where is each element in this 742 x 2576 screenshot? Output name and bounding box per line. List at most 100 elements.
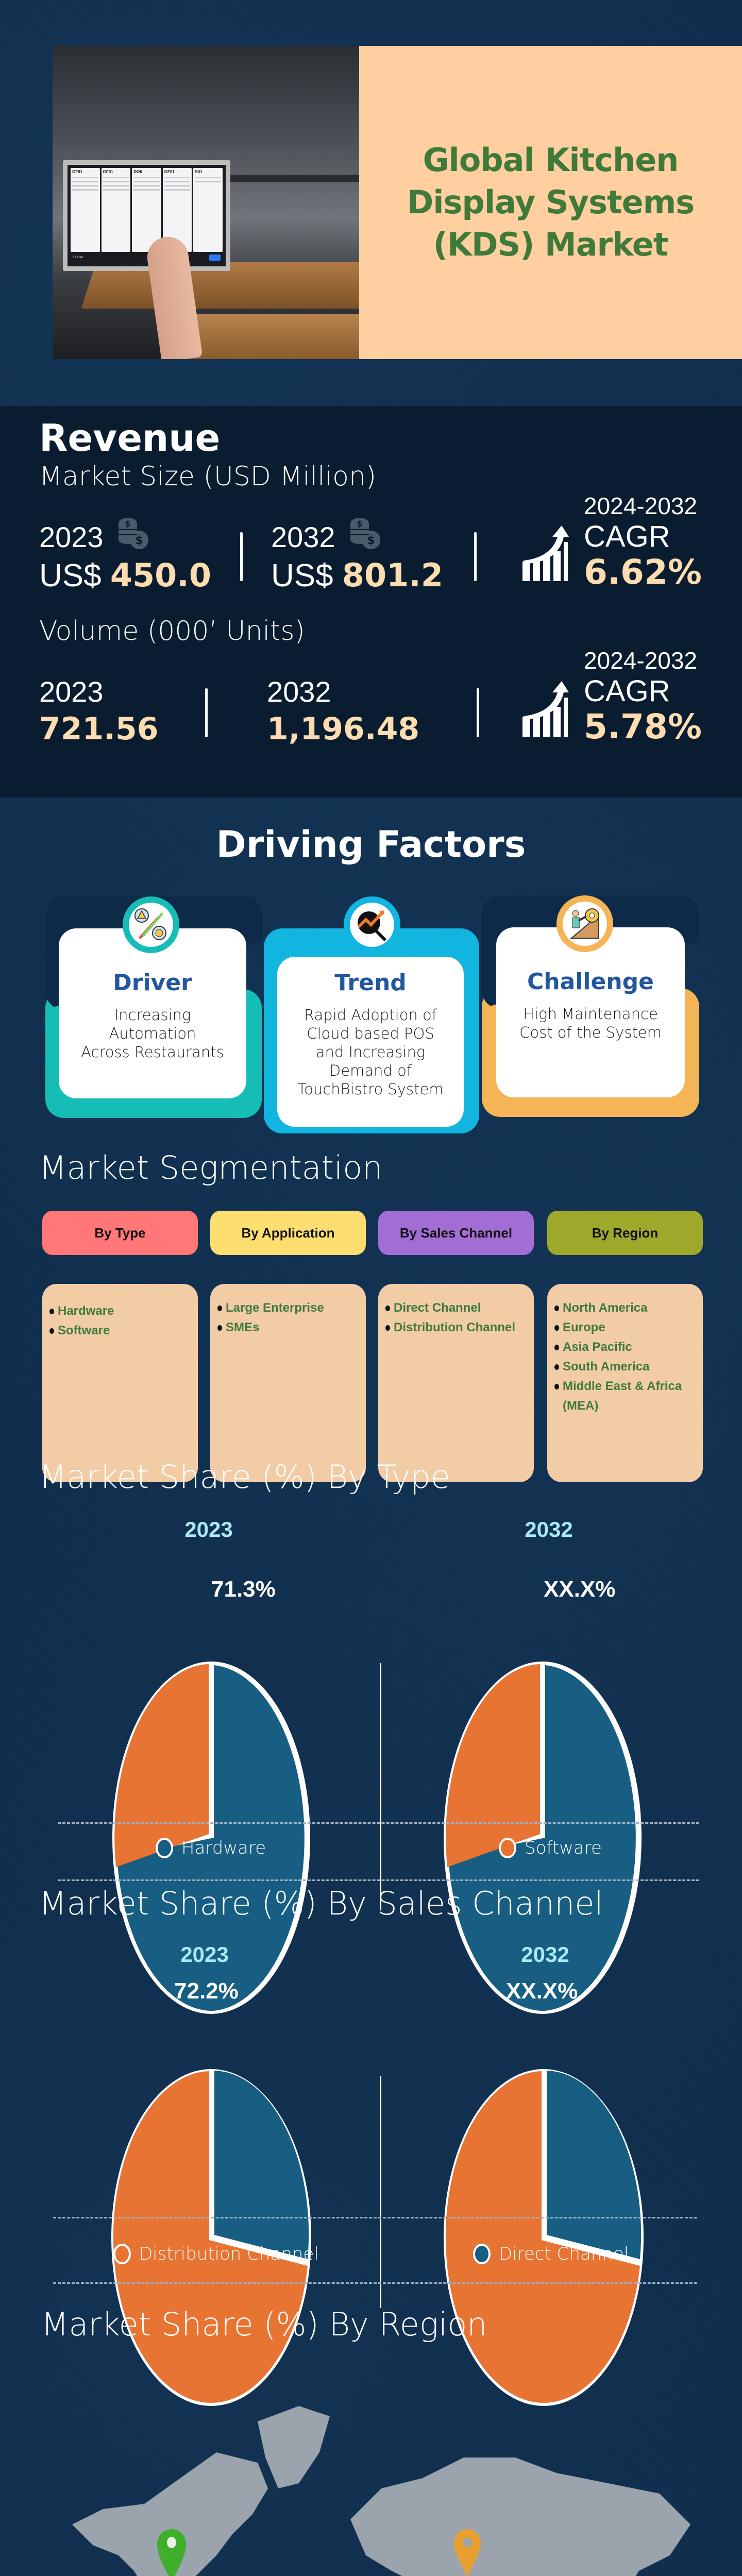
segment-list-region: North America Europe Asia Pacific South … (547, 1284, 703, 1482)
kds-column-title: GF01 (164, 170, 175, 174)
share-by-channel-heading: Market Share (%) By Sales Channel (39, 1885, 603, 1922)
cagr-value: 6.62% (584, 552, 702, 592)
pie-chart-channel-2032 (444, 2069, 644, 2406)
divider (240, 532, 243, 581)
challenge-text: High Maintenance Cost of the System (519, 1005, 662, 1041)
svg-text:$: $ (357, 519, 362, 529)
legend-software: Software (499, 1838, 602, 1858)
kds-view-button (209, 255, 221, 261)
kds-display-illustration: GF01 GF01 DO6 GF01 S01 8 Order (63, 160, 230, 271)
list-item: SMEs (216, 1318, 360, 1337)
legend-dot-icon (499, 1838, 516, 1858)
chart-divider (380, 2076, 381, 2308)
cagr-label: CAGR (584, 520, 670, 553)
cagr-label: CAGR (584, 674, 670, 708)
pie-label-type-2032: XX.X% (544, 1577, 616, 1602)
growth-chart-icon (522, 526, 569, 581)
challenge-title: Challenge (527, 969, 654, 995)
volume-label: Volume (000’ Units) (39, 616, 305, 647)
market-size-year-2032: 2032 (271, 521, 335, 553)
list-item: Middle East & Africa (MEA) (553, 1377, 697, 1416)
pie-year-2023: 2023 (184, 1517, 233, 1541)
legend-dot-icon (156, 1838, 173, 1858)
pie-label-channel-2023: 72.2% (174, 1978, 239, 2004)
segment-tab-type[interactable]: By Type (42, 1211, 198, 1255)
svg-text:$: $ (367, 534, 375, 547)
hero-banner: GF01 GF01 DO6 GF01 S01 8 Order Global Ki… (53, 46, 742, 359)
pie-label-channel-2032: XX.X% (506, 1978, 578, 2004)
market-size-label: Market Size (USD Million) (39, 461, 377, 492)
coins-icon: $ $ (119, 518, 148, 549)
challenge-card: Challenge High Maintenance Cost of the S… (482, 895, 699, 1117)
coins-icon: $ $ (350, 518, 380, 549)
kds-order-count: 8 Order (73, 256, 83, 259)
trend-analysis-icon (344, 896, 400, 953)
map-pin-north-america-icon (157, 2529, 186, 2576)
legend-direct-channel: Direct Channel (473, 2244, 629, 2264)
legend-dot-icon (473, 2244, 491, 2264)
market-size-value-2032: US$ 801.2 (271, 556, 443, 594)
list-item: South America (553, 1357, 697, 1377)
svg-text:$: $ (125, 519, 130, 529)
segment-tab-sales-channel[interactable]: By Sales Channel (378, 1211, 534, 1255)
revenue-section (0, 406, 742, 798)
market-size-year-2023: 2023 (39, 521, 104, 553)
volume-value-2032: 1,196.48 (267, 711, 420, 747)
pie-chart-type-2023 (112, 1662, 310, 2014)
trend-title: Trend (334, 970, 407, 996)
kds-column-title: GF01 (103, 170, 113, 174)
list-item: Asia Pacific (553, 1337, 697, 1357)
segment-list-sales-channel: Direct Channel Distribution Channel (378, 1284, 534, 1482)
growth-chart-icon (522, 681, 569, 737)
hero-title-panel: Global Kitchen Display Systems (KDS) Mar… (359, 46, 742, 359)
dashed-divider (53, 2217, 697, 2218)
list-item: Software (48, 1321, 192, 1341)
cagr-period: 2024-2032 (584, 647, 697, 674)
legend-dot-icon (113, 2244, 131, 2264)
legend-hardware: Hardware (156, 1838, 266, 1858)
market-size-value-2023: US$ 450.0 (39, 556, 211, 594)
world-map (72, 2406, 690, 2576)
segment-tab-application[interactable]: By Application (210, 1211, 366, 1255)
kds-column-title: S01 (195, 170, 203, 174)
share-by-type-heading: Market Share (%) By Type (39, 1458, 450, 1496)
dashed-divider (53, 2282, 697, 2284)
list-item: Direct Channel (384, 1298, 528, 1318)
driving-factors-heading: Driving Factors (216, 823, 526, 866)
list-item: Europe (553, 1318, 697, 1337)
map-pin-europe-icon (454, 2529, 481, 2576)
hero-kitchen-photo: GF01 GF01 DO6 GF01 S01 8 Order (53, 46, 359, 359)
svg-text:$: $ (135, 534, 143, 547)
volume-year-2032: 2032 (267, 675, 331, 708)
cagr-period: 2024-2032 (584, 493, 697, 519)
segment-list-application: Large Enterprise SMEs (210, 1284, 366, 1482)
uphill-gear-icon (556, 895, 613, 952)
kds-column-title: GF01 (72, 170, 83, 174)
revenue-heading: Revenue (39, 416, 221, 460)
trend-card: Trend Rapid Adoption of Cloud based POS … (264, 896, 479, 1133)
share-by-region-heading: Market Share (%) By Region (41, 2306, 487, 2343)
driver-text: Increasing Automation Across Restaurants (81, 1006, 224, 1061)
page-title: Global Kitchen Display Systems (KDS) Mar… (407, 141, 695, 263)
list-item: Large Enterprise (216, 1298, 360, 1318)
chart-divider (380, 1663, 381, 1910)
list-item: North America (553, 1298, 697, 1318)
segment-tab-region[interactable]: By Region (547, 1211, 703, 1255)
divider (205, 688, 208, 737)
segment-list-type: Hardware Software (42, 1284, 198, 1482)
pie-year-2032: 2032 (525, 1517, 573, 1541)
divider (474, 532, 477, 581)
pie-year-2032: 2032 (521, 1942, 569, 1967)
legend-distribution-channel: Distribution Channel (113, 2244, 319, 2264)
volume-year-2023: 2023 (39, 675, 104, 708)
dashed-divider (58, 1879, 699, 1881)
list-item: Distribution Channel (384, 1318, 528, 1337)
dashed-divider (58, 1822, 699, 1824)
pie-label-type-2023: 71.3% (211, 1577, 276, 1602)
automation-gears-icon (123, 896, 179, 953)
driver-card: Driver Increasing Automation Across Rest… (45, 896, 262, 1118)
cagr-value: 5.78% (584, 707, 702, 747)
pie-chart-type-2032 (444, 1662, 642, 2014)
pie-chart-channel-2023 (111, 2069, 311, 2406)
kds-column-title: DO6 (133, 170, 142, 174)
